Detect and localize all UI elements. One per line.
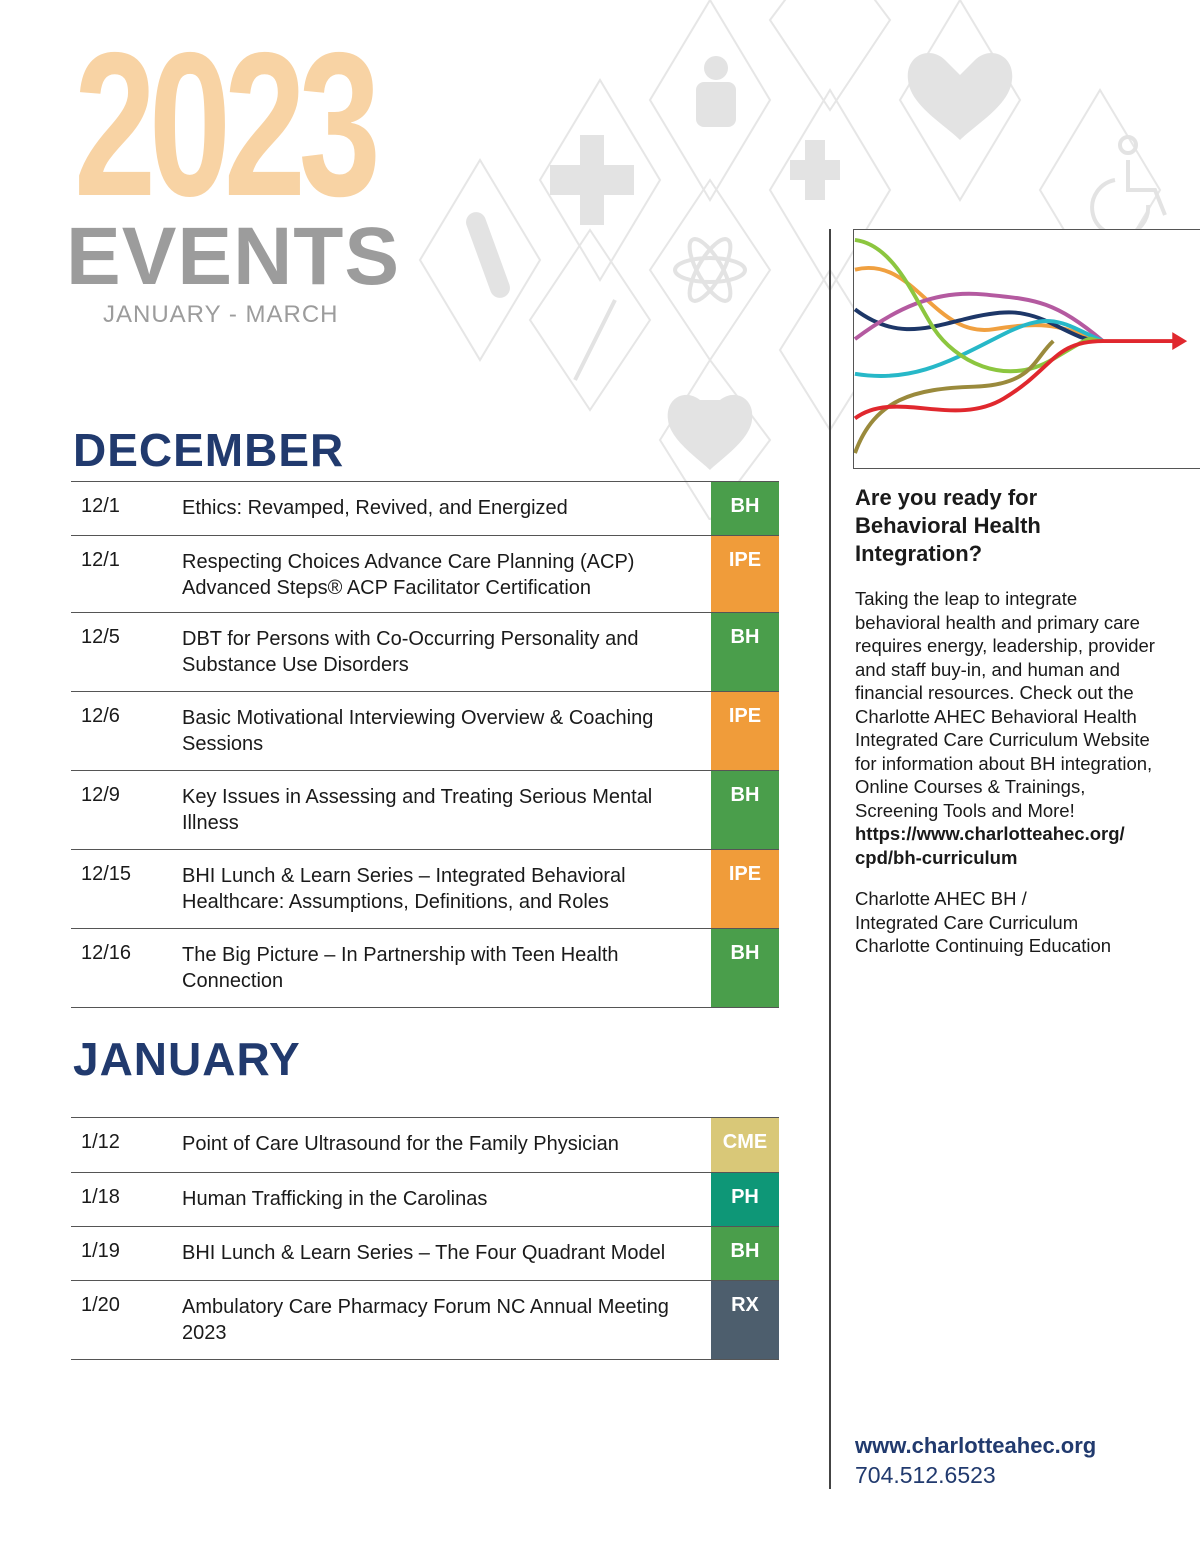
credit-line: Integrated Care Curriculum xyxy=(855,911,1079,933)
credit-line: Charlotte Continuing Education xyxy=(855,935,1112,956)
credit-line: Charlotte AHEC BH / xyxy=(855,888,1027,909)
curriculum-link[interactable]: https://www.charlotteahec.org/ cpd/bh-cu… xyxy=(855,823,1125,868)
event-date: 12/1 xyxy=(81,549,120,571)
event-category-badge: BH xyxy=(711,1227,779,1280)
event-date: 12/6 xyxy=(81,705,120,727)
event-row: 12/1 Ethics: Revamped, Revived, and Energ… xyxy=(71,481,779,535)
event-category-badge: PH xyxy=(711,1173,779,1226)
event-category-badge: BH xyxy=(711,482,779,535)
event-date: 1/12 xyxy=(81,1131,120,1153)
event-category-badge: RX xyxy=(711,1281,779,1359)
event-title[interactable]: Basic Motivational Interviewing Overview… xyxy=(182,707,654,755)
event-title[interactable]: Point of Care Ultrasound for the Family … xyxy=(182,1133,619,1155)
event-row: 1/19 BHI Lunch & Learn Series – The Four … xyxy=(71,1226,779,1280)
sidebar-body-text: Taking the leap to integrate behavioral … xyxy=(855,588,1155,821)
event-row: 12/1 Respecting Choices Advance Care Plan… xyxy=(71,535,779,612)
event-category-badge: IPE xyxy=(711,692,779,770)
event-title[interactable]: BHI Lunch & Learn Series – Integrated Be… xyxy=(182,865,626,913)
sidebar-heading: Are you ready for Behavioral Health Inte… xyxy=(855,485,1041,566)
event-category-badge: BH xyxy=(711,771,779,849)
event-date: 12/1 xyxy=(81,495,120,517)
event-row: 12/15 BHI Lunch & Learn Series – Integrat… xyxy=(71,849,779,928)
event-row: 12/5 DBT for Persons with Co-Occurring Pe… xyxy=(71,612,779,691)
december-events-table: 12/1 Ethics: Revamped, Revived, and Energ… xyxy=(71,481,779,1008)
event-title[interactable]: Key Issues in Assessing and Treating Ser… xyxy=(182,786,653,834)
event-row: 1/18 Human Trafficking in the Carolinas PH xyxy=(71,1172,779,1226)
event-category-badge: IPE xyxy=(711,850,779,928)
event-date: 12/5 xyxy=(81,626,120,648)
date-range: JANUARY - MARCH xyxy=(103,301,339,328)
event-category-badge: IPE xyxy=(711,536,779,612)
event-title[interactable]: Respecting Choices Advance Care Planning… xyxy=(182,551,635,599)
event-title[interactable]: Human Trafficking in the Carolinas xyxy=(182,1188,488,1210)
event-title[interactable]: BHI Lunch & Learn Series – The Four Quad… xyxy=(182,1242,666,1264)
event-row: 12/16 The Big Picture – In Partnership wi… xyxy=(71,928,779,1007)
event-date: 12/16 xyxy=(81,942,132,964)
event-title[interactable]: Ambulatory Care Pharmacy Forum NC Annual… xyxy=(182,1296,669,1344)
event-row: 12/9 Key Issues in Assessing and Treating… xyxy=(71,770,779,849)
event-row: 1/20 Ambulatory Care Pharmacy Forum NC An… xyxy=(71,1280,779,1359)
january-events-table: 1/12 Point of Care Ultrasound for the Fam… xyxy=(71,1117,779,1360)
event-date: 12/9 xyxy=(81,784,120,806)
medical-hexagon-background xyxy=(418,0,1167,520)
event-title[interactable]: DBT for Persons with Co-Occurring Person… xyxy=(182,628,639,676)
event-title[interactable]: Ethics: Revamped, Revived, and Energized xyxy=(182,497,568,519)
event-row: 1/12 Point of Care Ultrasound for the Fam… xyxy=(71,1117,779,1172)
event-category-badge: BH xyxy=(711,613,779,691)
website-link[interactable]: www.charlotteahec.org xyxy=(855,1433,1097,1458)
month-heading-december: DECEMBER xyxy=(73,424,345,476)
event-date: 1/18 xyxy=(81,1186,120,1208)
events-heading: EVENTS xyxy=(66,211,401,302)
event-category-badge: BH xyxy=(711,929,779,1007)
column-divider xyxy=(829,229,831,1489)
sidebar-credits: Charlotte AHEC BH / Integrated Care Curr… xyxy=(855,887,1155,958)
integration-curves-illustration xyxy=(853,229,1200,469)
event-row: 12/6 Basic Motivational Interviewing Over… xyxy=(71,691,779,770)
sidebar-body: Taking the leap to integrate behavioral … xyxy=(855,587,1155,958)
month-heading-january: JANUARY xyxy=(73,1033,301,1085)
event-date: 1/19 xyxy=(81,1240,120,1262)
event-title[interactable]: The Big Picture – In Partnership with Te… xyxy=(182,944,619,992)
phone-number: 704.512.6523 xyxy=(855,1462,996,1488)
year-heading: 2023 xyxy=(74,10,381,239)
event-date: 1/20 xyxy=(81,1294,120,1316)
event-category-badge: CME xyxy=(711,1118,779,1172)
event-date: 12/15 xyxy=(81,863,132,885)
